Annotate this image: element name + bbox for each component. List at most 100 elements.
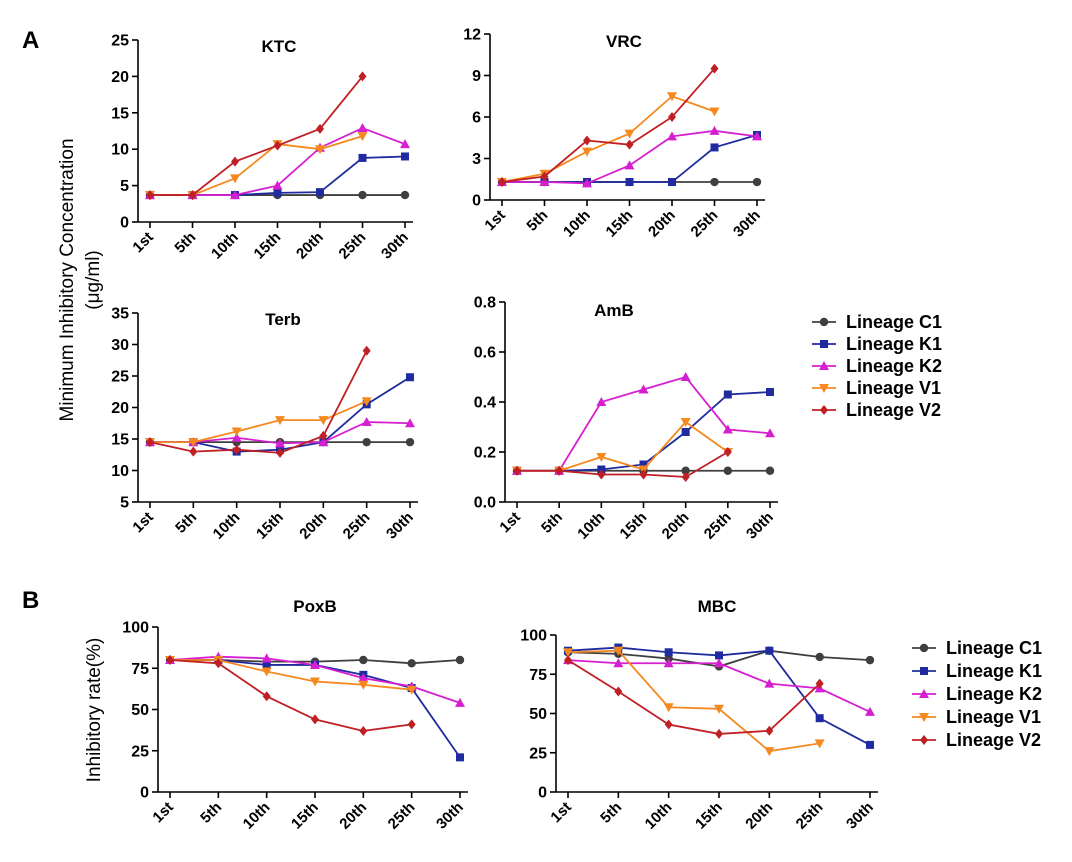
data-point [638,384,649,394]
data-point [359,725,368,736]
data-point [664,648,673,657]
data-point [231,427,242,437]
series-v1 [145,397,372,448]
data-point [715,728,723,739]
data-point [362,437,371,447]
x-tick-label: 30th [433,799,467,833]
x-tick-label: 15th [288,799,322,833]
data-point [564,655,572,666]
data-point [230,174,240,184]
x-tick-label: 1st [149,799,176,826]
data-point [866,740,874,749]
data-point [406,373,414,382]
data-point [358,71,367,82]
legend-marker [819,384,829,393]
data-point [681,472,690,482]
chart-title: MBC [698,597,737,616]
legend-item-v2: Lineage V2 [912,730,1041,750]
legend-label: Lineage C1 [946,638,1042,658]
legend-marker [920,667,928,675]
legend-item-v1: Lineage V1 [912,707,1041,727]
data-point [232,444,241,455]
chart-terb: Terb 5 10 15 20 25 30 35 1st 5th 10th 15th 20th 25th 3… [111,306,418,543]
series-line [149,350,368,454]
y-tick-label: 100 [520,628,547,645]
data-point [765,725,774,736]
data-point [273,140,282,151]
y-tick-label: 0 [538,785,547,802]
data-point [146,437,154,448]
data-point [752,177,762,187]
data-point [400,139,410,149]
data-point [188,190,197,201]
data-point [318,437,329,447]
y-tick-label: 50 [529,706,547,723]
y-tick-label: 25 [111,33,129,50]
legend-label: Lineage V2 [846,400,941,420]
data-point [714,704,724,714]
legend-label: Lineage V1 [946,707,1041,727]
series-v2 [564,655,824,739]
y-tick-label: 10 [111,142,129,159]
x-tick-label: 1st [129,509,156,536]
legend-item-c1: Lineage C1 [812,312,942,332]
y-tick-label: 50 [131,702,149,719]
data-point [582,147,592,157]
y-tick-label: 3 [472,151,481,168]
data-point [814,739,825,749]
y-tick-label: 75 [131,661,149,678]
series-line [150,400,368,444]
data-point [680,418,691,427]
data-point [723,466,733,475]
y-tick-label: 25 [131,743,149,760]
y-tick-label: 9 [472,68,481,85]
data-point [722,424,733,434]
data-point [710,63,719,74]
data-point [146,190,154,201]
panel-b-label: B [22,587,39,614]
x-tick-label: 5th [597,799,625,827]
y-tick-label: 5 [120,495,129,512]
data-point [752,131,762,141]
x-tick-label: 10th [574,509,608,543]
x-tick-label: 5th [197,799,225,827]
panel-a-label: A [22,27,39,54]
data-point [261,653,272,663]
legend-label: Lineage C1 [846,312,942,332]
data-point [613,658,624,668]
series-k1 [513,388,774,475]
data-point [709,125,720,135]
panel-b-ylabel: Inhibitory rate(%) [84,638,105,783]
panel-a-ylabel-line2: (μg/ml) [83,250,104,310]
x-tick-label: 5th [538,509,566,537]
data-point [596,397,607,406]
data-point [664,719,673,730]
series-v1 [497,92,720,188]
data-point [710,177,719,187]
data-point [214,658,223,669]
data-point [407,659,416,668]
y-tick-label: 15 [111,105,129,122]
y-tick-label: 0 [120,215,129,232]
data-point [362,345,371,356]
data-point [513,465,521,476]
series-v1 [563,646,825,757]
data-point [624,160,635,170]
data-point [273,188,282,197]
legend-marker [820,405,828,415]
data-point [358,190,367,200]
x-tick-label: 1st [481,207,508,234]
series-line [170,659,461,758]
data-point [624,129,635,139]
legend-label: Lineage K2 [946,684,1042,704]
legend-item-k1: Lineage K1 [912,661,1042,681]
x-tick-label: 25th [385,799,419,833]
data-point [357,123,368,133]
series-line [501,95,715,183]
data-point [865,706,875,716]
data-point [357,132,368,142]
data-point [639,460,648,469]
series-line [150,75,364,196]
